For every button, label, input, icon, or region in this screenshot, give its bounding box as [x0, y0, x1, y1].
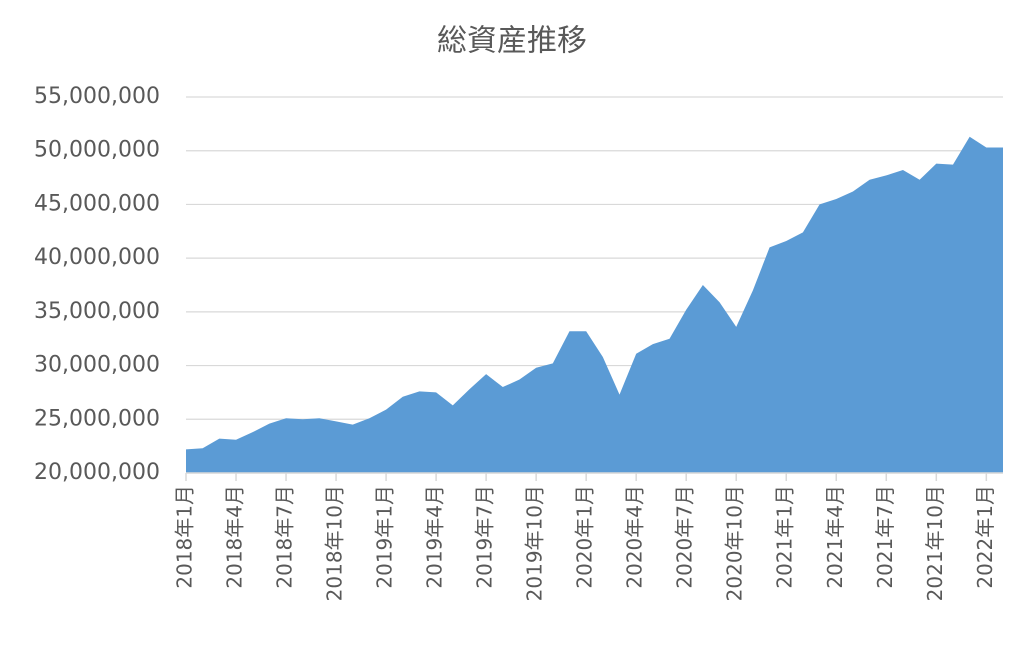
x-tick-label: 2021年7月: [873, 485, 897, 589]
x-tick-label: 2020年7月: [673, 485, 697, 589]
x-tick-label: 2018年1月: [173, 485, 197, 589]
area: [186, 136, 1003, 473]
x-tick-label: 2022年1月: [973, 485, 997, 589]
y-tick-label: 25,000,000: [34, 406, 160, 431]
x-tick-label: 2019年7月: [473, 485, 497, 589]
x-tick-label: 2018年7月: [273, 485, 297, 589]
x-tick-label: 2021年1月: [773, 485, 797, 589]
y-tick-label: 20,000,000: [34, 460, 160, 485]
x-tick-label: 2019年10月: [523, 485, 547, 601]
y-tick-label: 35,000,000: [34, 299, 160, 324]
x-tick-label: 2019年1月: [373, 485, 397, 589]
x-tick-label: 2018年10月: [323, 485, 347, 601]
x-tick-label: 2020年1月: [573, 485, 597, 589]
y-tick-label: 40,000,000: [34, 245, 160, 270]
y-tick-label: 50,000,000: [34, 138, 160, 163]
x-tick-label: 2020年10月: [723, 485, 747, 601]
x-tick-label: 2019年4月: [423, 485, 447, 589]
y-tick-label: 55,000,000: [34, 84, 160, 109]
y-tick-label: 45,000,000: [34, 191, 160, 216]
y-tick-label: 30,000,000: [34, 353, 160, 378]
x-tick-label: 2018年4月: [223, 485, 247, 589]
chart-title: 総資産推移: [437, 24, 587, 59]
x-tick-label: 2020年4月: [623, 485, 647, 589]
x-tick-label: 2021年4月: [823, 485, 847, 589]
x-tick-label: 2021年10月: [923, 485, 947, 601]
